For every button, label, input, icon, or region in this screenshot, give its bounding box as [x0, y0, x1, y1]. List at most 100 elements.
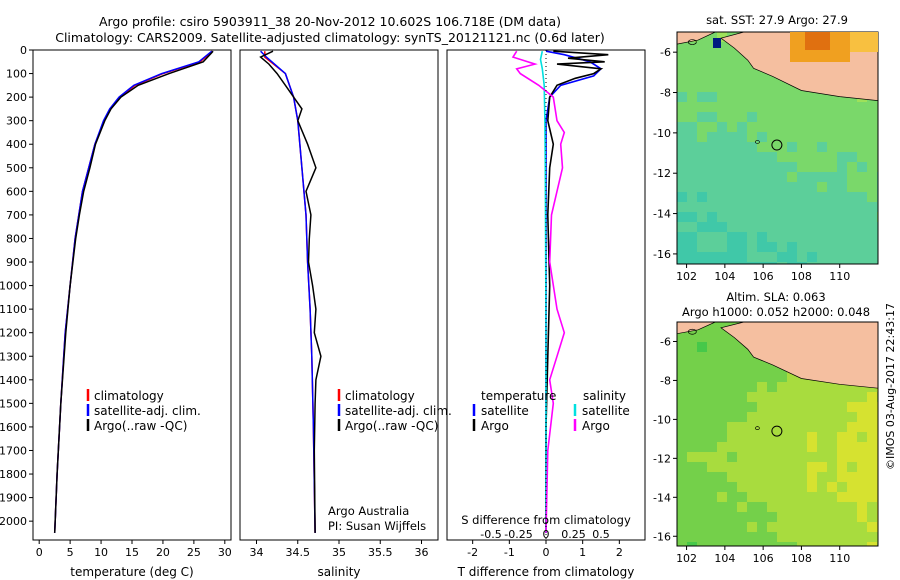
y-tick-label: 1700 — [0, 444, 27, 457]
y-tick-label: 700 — [6, 209, 27, 222]
x-tick-label: 35 — [332, 546, 346, 559]
map-y-tick-label: -16 — [653, 248, 671, 261]
x-tick-label: 15 — [125, 546, 139, 559]
map-x-tick-label: 106 — [753, 270, 774, 283]
legend-heading-s: salinity — [583, 389, 626, 403]
y-tick-label: 800 — [6, 232, 27, 245]
map-y-tick-label: -12 — [653, 167, 671, 180]
map-x-tick-label: 104 — [714, 270, 735, 283]
legend-label: satellite-adj. clim. — [94, 404, 201, 418]
top-axis-label: S difference from climatology — [461, 513, 631, 527]
series-line-3 — [511, 50, 566, 533]
y-tick-label: 1000 — [0, 280, 27, 293]
legend-label: climatology — [94, 389, 164, 403]
legend-label: Argo — [582, 419, 610, 433]
map-x-tick-label: 110 — [829, 552, 850, 565]
legend-label: satellite-adj. clim. — [345, 404, 452, 418]
y-tick-label: 1800 — [0, 468, 27, 481]
legend-heading-t: temperature — [481, 389, 556, 403]
map-field — [677, 32, 878, 264]
y-tick-label: 0 — [20, 44, 27, 57]
y-tick-label: 500 — [6, 162, 27, 175]
argo-position-marker — [771, 139, 783, 151]
y-tick-label: 1600 — [0, 421, 27, 434]
map-y-tick-label: -10 — [653, 413, 671, 426]
map-y-tick-label: -6 — [660, 46, 671, 59]
map-y-tick-label: -8 — [660, 87, 671, 100]
header-line1: Argo profile: csiro 5903911_38 20-Nov-20… — [98, 14, 562, 29]
map-title-line1: Altim. SLA: 0.063 — [726, 290, 825, 304]
y-tick-label: 1200 — [0, 327, 27, 340]
warm-sst-patch — [805, 32, 830, 50]
series-line-1 — [545, 50, 609, 533]
y-tick-label: 900 — [6, 256, 27, 269]
map-x-tick-label: 104 — [714, 552, 735, 565]
x-axis-label: salinity — [317, 565, 360, 579]
annotation-line2: PI: Susan Wijffels — [328, 519, 426, 533]
y-tick-label: 400 — [6, 138, 27, 151]
s-tick-label: 0.25 — [561, 528, 586, 541]
map-frame — [676, 31, 879, 265]
map-x-tick-label: 106 — [753, 552, 774, 565]
sst-map-panel: sat. SST: 27.9 Argo: 27.9 102 104 106 108 110… — [653, 13, 879, 283]
land-sumatra — [677, 32, 716, 45]
x-tick-label: 1 — [579, 546, 586, 559]
y-tick-label: 200 — [6, 91, 27, 104]
y-tick-label: 1300 — [0, 350, 27, 363]
map-y-tick-label: -10 — [653, 127, 671, 140]
map-title: sat. SST: 27.9 Argo: 27.9 — [706, 13, 848, 27]
y-tick-label: 100 — [6, 68, 27, 81]
map-field — [677, 322, 878, 546]
x-tick-label: 5 — [67, 546, 74, 559]
island-outline — [687, 39, 697, 45]
plot-frame — [239, 49, 439, 541]
cold-sst-pixel — [713, 38, 721, 48]
legend-label: Argo(..raw -QC) — [94, 419, 187, 433]
x-axis-label: T difference from climatology — [457, 565, 635, 579]
legend-label: Argo — [481, 419, 509, 433]
credit-text: ©IMOS 03-Aug-2017 22:43:17 — [884, 303, 897, 470]
x-tick-label: 34.5 — [286, 546, 311, 559]
map-title-line2: Argo h1000: 0.052 h2000: 0.048 — [682, 305, 870, 319]
x-tick-label: 20 — [156, 546, 170, 559]
map-y-tick-label: -12 — [653, 452, 671, 465]
s-tick-label: 0.5 — [592, 528, 610, 541]
christmas-island — [755, 140, 760, 144]
series-line-2 — [259, 50, 322, 533]
x-tick-label: 36 — [415, 546, 429, 559]
x-tick-label: 35.5 — [368, 546, 393, 559]
island-outline — [687, 328, 697, 335]
map-x-tick-label: 110 — [829, 270, 850, 283]
y-tick-label: 1400 — [0, 374, 27, 387]
y-tick-label: 1100 — [0, 303, 27, 316]
x-tick-label: 0 — [543, 546, 550, 559]
x-tick-label: -1 — [504, 546, 515, 559]
x-axis-label: temperature (deg C) — [70, 565, 193, 579]
map-y-tick-label: -6 — [660, 335, 671, 348]
legend-label: climatology — [345, 389, 415, 403]
legend-label: satellite — [481, 404, 529, 418]
x-tick-label: 30 — [218, 546, 232, 559]
series-line-1 — [53, 50, 213, 533]
y-tick-label: 1900 — [0, 492, 27, 505]
x-tick-label: 25 — [187, 546, 201, 559]
christmas-island — [755, 426, 760, 431]
header-line2: Climatology: CARS2009. Satellite-adjuste… — [55, 30, 605, 45]
plot-frame — [32, 49, 232, 541]
x-tick-label: 34 — [250, 546, 264, 559]
map-frame — [676, 321, 879, 547]
x-tick-label: 10 — [94, 546, 108, 559]
legend-label: satellite — [582, 404, 630, 418]
map-y-tick-label: -8 — [660, 374, 671, 387]
salinity-panel: 34 34.5 35 35.5 36 salinity climatologysatelli… — [239, 49, 452, 579]
map-y-tick-label: -14 — [653, 491, 671, 504]
x-tick-label: -2 — [467, 546, 478, 559]
annotation-line1: Argo Australia — [328, 504, 409, 518]
y-tick-label: 1500 — [0, 397, 27, 410]
y-tick-label: 300 — [6, 115, 27, 128]
map-y-tick-label: -14 — [653, 208, 671, 221]
y-tick-label: 600 — [6, 185, 27, 198]
x-tick-label: 2 — [616, 546, 623, 559]
legend-label: Argo(..raw -QC) — [345, 419, 438, 433]
